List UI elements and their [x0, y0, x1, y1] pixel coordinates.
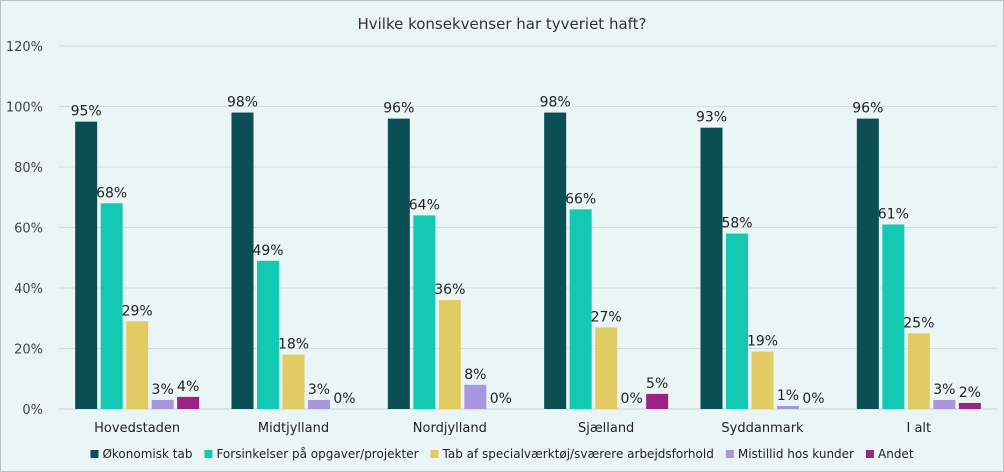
- data-label: 0%: [490, 391, 512, 407]
- x-tick-label: I alt: [907, 421, 932, 436]
- data-label: 0%: [333, 391, 355, 407]
- legend-swatch: [866, 450, 874, 458]
- legend-item: Forsinkelser på opgaver/projekter: [204, 447, 419, 461]
- data-label: 18%: [278, 337, 309, 353]
- bar: [100, 203, 123, 409]
- x-tick-label: Sjælland: [578, 421, 634, 436]
- data-label: 3%: [308, 382, 330, 398]
- data-label: 0%: [802, 391, 824, 407]
- legend-swatch: [430, 450, 439, 458]
- bar: [907, 333, 930, 409]
- data-label: 98%: [540, 95, 571, 111]
- bar: [151, 399, 174, 409]
- bar: [308, 399, 330, 409]
- data-label: 2%: [959, 385, 981, 401]
- legend-label: Forsinkelser på opgaver/projekter: [216, 447, 418, 461]
- chart-title: Hvilke konsekvenser har tyveriet haft?: [357, 15, 646, 33]
- x-axis-ticks: Hovedstaden Midtjylland Nordjylland Sjællan…: [94, 421, 931, 436]
- legend-swatch: [90, 450, 99, 458]
- bar: [595, 327, 618, 409]
- y-tick-label: 0%: [22, 403, 43, 418]
- data-label: 4%: [177, 379, 199, 395]
- data-label: 68%: [96, 185, 127, 201]
- y-axis-ticks: 0% 20% 40% 60% 80% 100% 120%: [6, 40, 43, 418]
- bar: [464, 384, 487, 409]
- bar: [177, 396, 200, 409]
- y-tick-label: 120%: [6, 40, 43, 55]
- y-tick-label: 100%: [6, 101, 43, 116]
- data-label: 27%: [591, 309, 622, 325]
- y-tick-label: 60%: [14, 222, 43, 237]
- y-tick-label: 20%: [14, 343, 43, 358]
- data-label: 1%: [777, 388, 799, 404]
- bar: [257, 260, 279, 409]
- data-label: 0%: [621, 391, 643, 407]
- data-label: 96%: [852, 101, 883, 117]
- data-label: 8%: [464, 367, 486, 383]
- y-tick-label: 80%: [14, 161, 43, 176]
- x-tick-label: Syddanmark: [721, 421, 804, 436]
- bar: [726, 233, 748, 409]
- bar: [231, 112, 254, 410]
- bar: [282, 354, 305, 409]
- legend-swatch: [725, 450, 734, 458]
- x-tick-label: Hovedstaden: [94, 421, 180, 436]
- bar: [413, 215, 436, 409]
- data-label: 29%: [122, 303, 153, 319]
- legend-label: Økonomisk tab: [102, 447, 192, 461]
- bar: [126, 321, 149, 409]
- legend-item: Andet: [866, 447, 914, 461]
- data-label: 58%: [721, 216, 752, 232]
- legend-item: Mistillid hos kunder: [725, 447, 854, 461]
- bar: [958, 402, 981, 409]
- legend-label: Andet: [878, 447, 914, 461]
- data-label: 19%: [747, 334, 778, 350]
- data-label: 61%: [878, 206, 909, 222]
- data-label: 3%: [933, 382, 955, 398]
- data-label: 49%: [252, 243, 283, 259]
- bars: [75, 112, 981, 410]
- bar: [387, 118, 410, 409]
- data-label: 93%: [696, 110, 727, 126]
- bar: [751, 351, 774, 409]
- bar: [700, 127, 723, 410]
- legend-label: Mistillid hos kunder: [738, 447, 854, 461]
- data-label: 66%: [565, 191, 596, 207]
- y-tick-label: 40%: [14, 282, 43, 297]
- data-label: 5%: [646, 376, 668, 392]
- legend-item: Tab af specialværktøj/sværere arbejdsfor…: [430, 447, 714, 461]
- bar: [646, 393, 669, 409]
- data-label: 98%: [227, 95, 258, 111]
- x-tick-label: Nordjylland: [413, 421, 487, 436]
- data-labels: 95%68%29%3% 4%98%49%18%3%0%96%64%36%8%0%9…: [71, 95, 981, 407]
- x-tick-label: Midtjylland: [258, 421, 329, 436]
- data-label: 36%: [434, 282, 465, 298]
- bar: [856, 118, 879, 409]
- legend-item: Økonomisk tab: [90, 447, 192, 461]
- bar: [438, 300, 461, 409]
- bar: [544, 112, 567, 410]
- data-label: 64%: [409, 197, 440, 213]
- legend: Økonomisk tab Forsinkelser på opgaver/pro…: [90, 447, 914, 461]
- data-label: 3%: [152, 382, 174, 398]
- gridlines: [59, 45, 997, 410]
- bar: [75, 121, 98, 409]
- legend-label: Tab af specialværktøj/sværere arbejdsfor…: [442, 447, 714, 461]
- legend-swatch: [204, 450, 213, 458]
- bar: [933, 399, 956, 409]
- bar: [777, 405, 799, 409]
- data-label: 96%: [383, 101, 414, 117]
- data-label: 25%: [903, 315, 934, 331]
- bar: [882, 224, 905, 409]
- bar: [569, 209, 592, 409]
- data-label: 95%: [71, 104, 102, 120]
